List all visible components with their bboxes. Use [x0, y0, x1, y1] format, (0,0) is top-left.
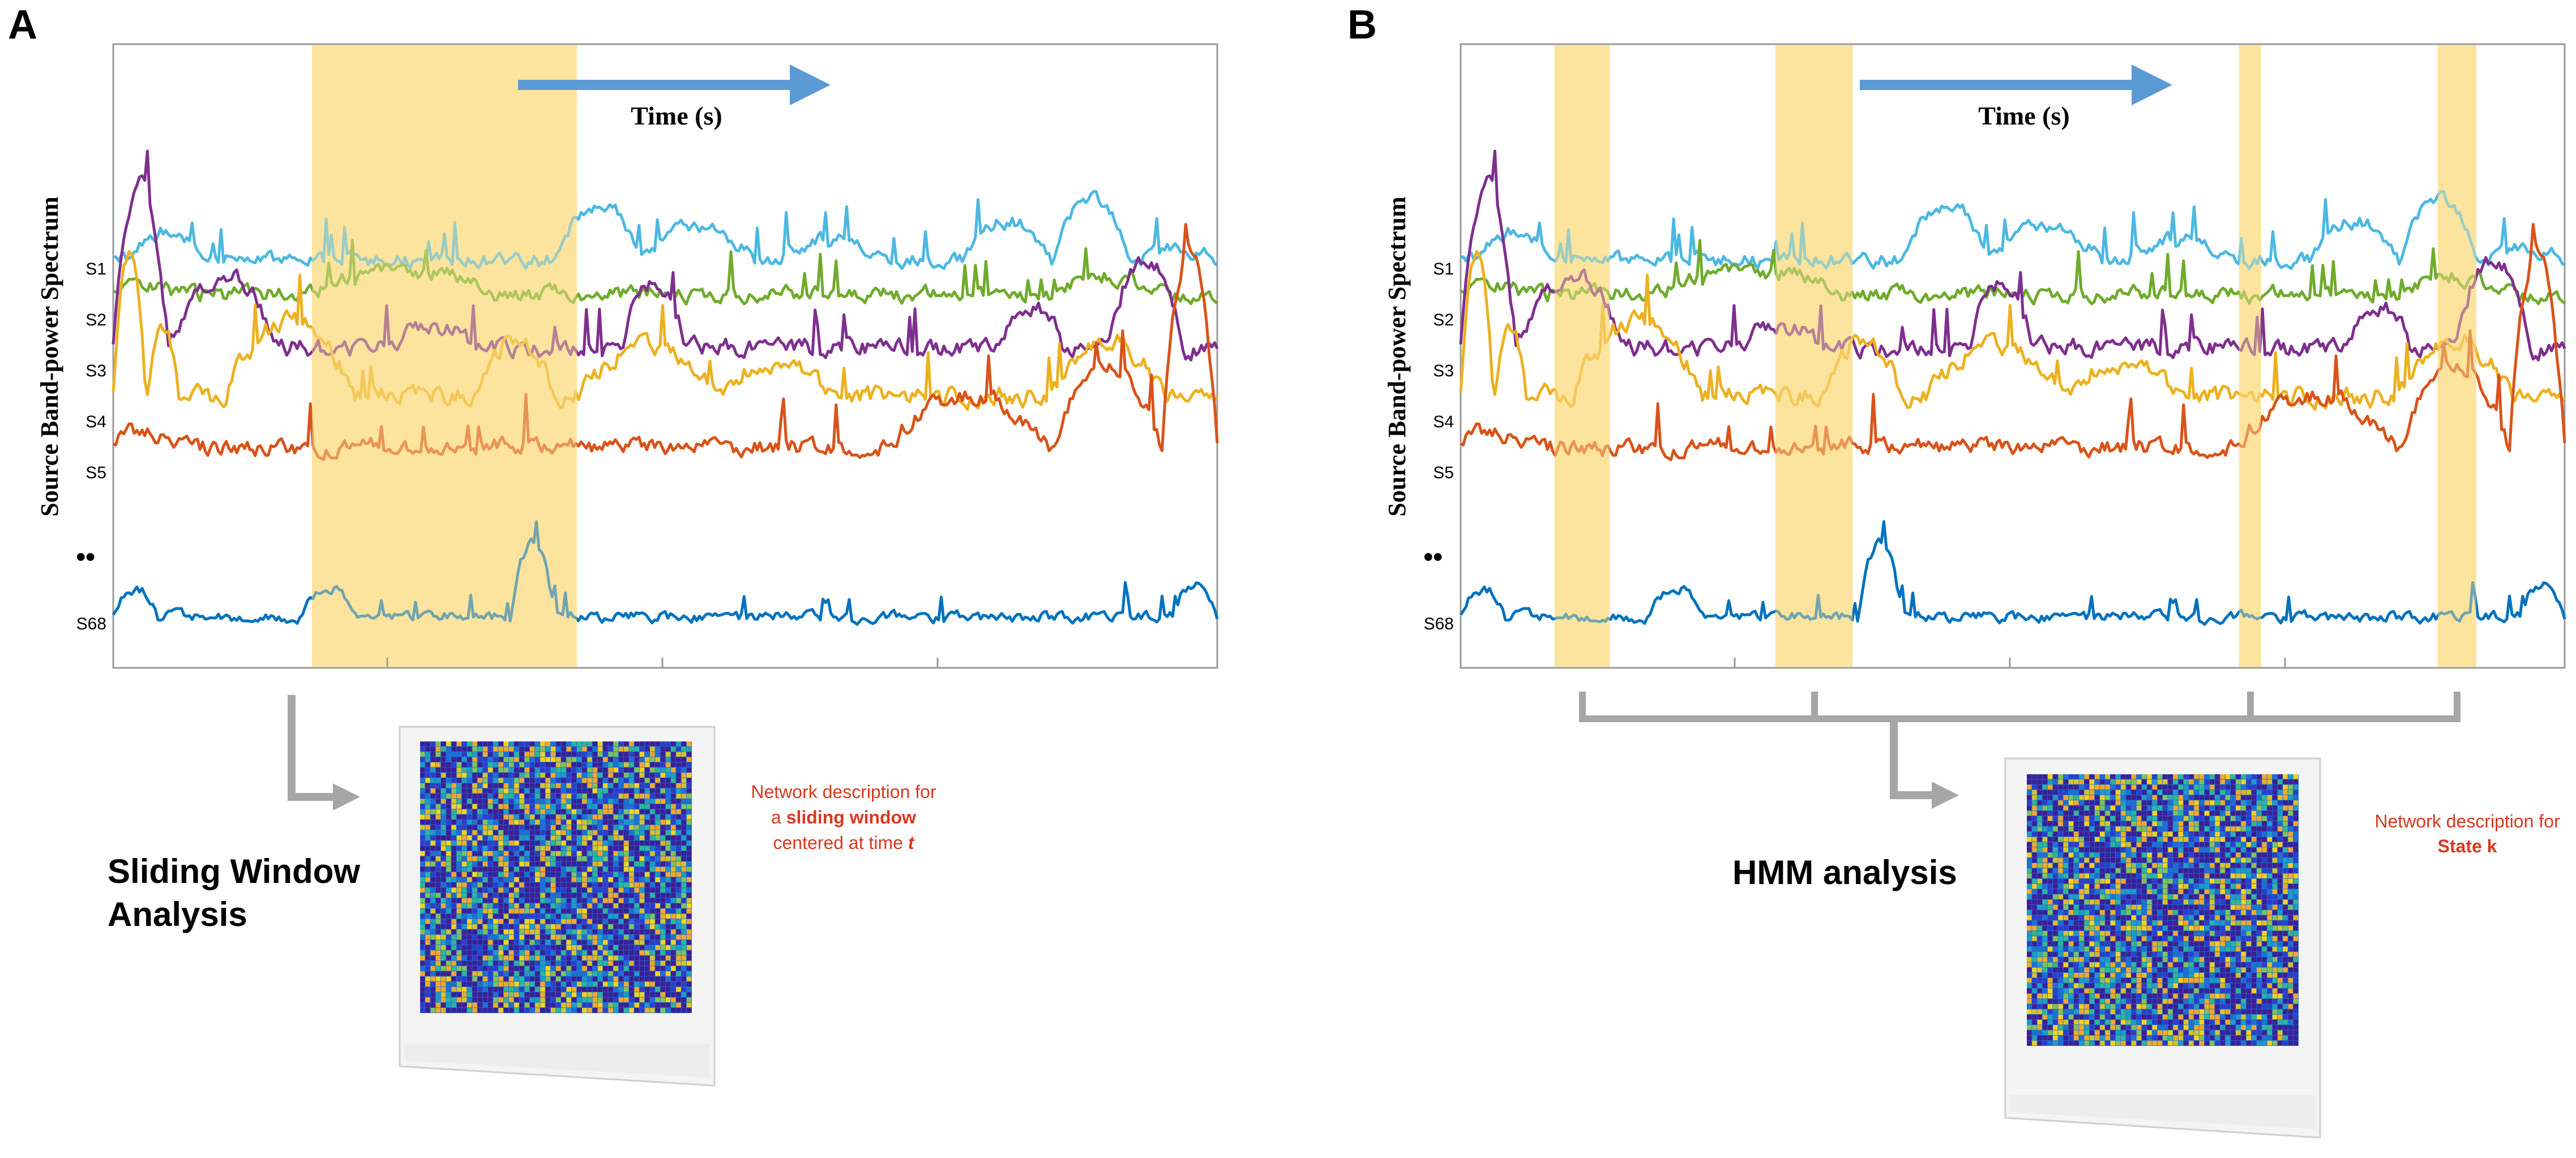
state-bracket [1579, 692, 2461, 809]
arrowhead-icon [333, 783, 360, 810]
tick-label-s3: S3 [85, 362, 106, 380]
network-matrix-card [399, 726, 716, 1087]
highlight-group [1554, 45, 2476, 667]
trace-s68 [1459, 520, 2566, 626]
y-tick-labels: S1 S2 S3 S4 S5 •• S68 [76, 260, 106, 633]
panel-b: B S1 S2 S3 S4 S5 •• S68 Source Band-powe… [1347, 2, 2566, 1139]
elbow-arrow-icon [288, 695, 337, 801]
trace-group [112, 45, 1219, 667]
network-matrix-card [2004, 757, 2321, 1139]
highlight-window-1 [1554, 45, 1610, 667]
tick-label-s1: S1 [1433, 260, 1454, 278]
tick-label-s2: S2 [1433, 311, 1454, 329]
y-axis-label: Source Band-power Spectrum [1383, 196, 1411, 517]
tick-label-s2: S2 [85, 311, 106, 329]
tick-label-s5: S5 [85, 464, 106, 482]
trace-group [1459, 45, 2566, 667]
time-label: Time (s) [631, 101, 722, 130]
x-ticks [1734, 658, 2286, 668]
plot-frame [1460, 43, 2566, 669]
highlight-overlay-3 [2239, 45, 2261, 667]
ellipsis: •• [1423, 542, 1443, 572]
connectivity-matrix [2027, 774, 2299, 1046]
tick-label-s5: S5 [1433, 464, 1454, 482]
time-arrow: Time (s) [1860, 65, 2172, 130]
trace-s4 [1459, 250, 2566, 411]
time-label: Time (s) [1978, 101, 2069, 130]
y-axis-label: Source Band-power Spectrum [36, 196, 63, 517]
trace-s1 [1460, 190, 2566, 271]
trace-s5 [1460, 223, 2566, 461]
highlight-overlay-4 [2437, 45, 2476, 667]
highlight-window-3 [2239, 45, 2261, 667]
panel-a: A S1 S2 S3 S4 S5 •• S68 Source Band-powe… [8, 2, 1219, 1087]
method-title-line1: Sliding Window [108, 852, 360, 890]
description-line2: State k [2438, 836, 2497, 856]
connectivity-matrix [420, 741, 692, 1013]
panel-label: B [1347, 2, 1377, 48]
tick-label-s3: S3 [1433, 362, 1454, 380]
method-title: HMM analysis [1732, 854, 1957, 891]
trace-s3 [1459, 149, 2566, 362]
ellipsis: •• [76, 542, 95, 572]
time-arrow: Time (s) [518, 65, 831, 130]
y-tick-labels: S1 S2 S3 S4 S5 •• S68 [1423, 260, 1454, 633]
arrowhead-icon [1932, 782, 1959, 809]
bracket-icon [1579, 692, 2461, 722]
trace-s1 [113, 190, 1218, 271]
tick-label-s4: S4 [1433, 413, 1454, 431]
elbow-arrow-icon [1890, 719, 1936, 799]
trace-s3 [112, 149, 1219, 362]
tick-label-s68: S68 [1424, 615, 1454, 633]
highlight-overlay-1 [312, 45, 577, 667]
description-line1: Network description for [751, 782, 936, 802]
network-description: Network description for a sliding window… [751, 782, 936, 853]
trace-s68 [112, 520, 1219, 626]
connector-arrow [288, 695, 360, 810]
description-line2: a sliding window [771, 807, 916, 827]
card-footer [2010, 1095, 2316, 1129]
card-footer [404, 1044, 710, 1078]
panel-label: A [8, 2, 37, 48]
trace-s4 [112, 250, 1218, 411]
description-line3: centered at time t [773, 833, 915, 853]
x-ticks [386, 658, 939, 668]
plot-area [112, 43, 1219, 669]
plot-frame [112, 43, 1218, 669]
tick-label-s68: S68 [76, 615, 106, 633]
method-title-line2: Analysis [108, 895, 247, 933]
description-line1: Network description for [2374, 811, 2560, 831]
tick-label-s1: S1 [85, 260, 106, 278]
method-title: Sliding Window Analysis [108, 852, 360, 933]
trace-s5 [112, 223, 1219, 461]
network-description: Network description for State k [2374, 811, 2560, 856]
highlight-overlay-2 [1775, 45, 1853, 667]
highlight-overlay-1 [1554, 45, 1610, 667]
tick-label-s4: S4 [85, 413, 106, 431]
plot-area [1459, 43, 2566, 669]
